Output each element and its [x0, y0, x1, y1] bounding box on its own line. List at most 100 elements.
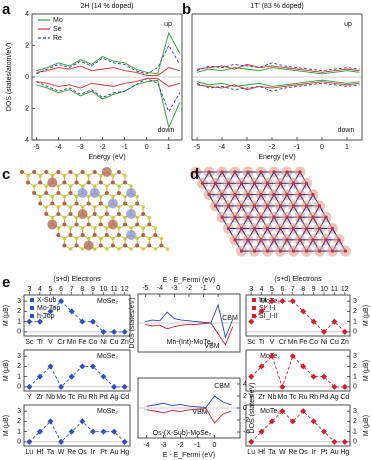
legend-marker: [252, 314, 256, 318]
x-tick-label: Pd: [320, 394, 329, 401]
x-tick-label: 1: [345, 144, 349, 151]
atom: [147, 222, 152, 227]
data-marker: [310, 373, 317, 380]
y-tick-label: 0: [243, 405, 247, 412]
compound-label: MoTe₂: [260, 408, 280, 415]
data-marker: [248, 318, 255, 325]
x-tick-label: -4: [55, 144, 61, 151]
data-line: [250, 410, 345, 443]
atom: [123, 201, 128, 206]
data-marker: [289, 418, 296, 425]
x-tick-label: Ti: [37, 339, 43, 346]
x-tick-label: Cd: [120, 394, 129, 401]
top-tick-label: 7: [291, 286, 295, 293]
data-line: [196, 81, 360, 91]
legend-label: X-Sub: [37, 297, 57, 304]
x-tick-label: Nb: [46, 394, 55, 401]
x-tick-label: Cu: [330, 339, 339, 346]
data-marker: [36, 318, 43, 325]
y-tick-label: 0: [353, 384, 357, 391]
data-marker: [331, 318, 338, 325]
y-tick-label: 1: [353, 373, 357, 380]
x-tick-label: W: [58, 449, 65, 456]
data-marker: [26, 383, 33, 390]
atom: [259, 170, 263, 174]
plot-frame: [245, 294, 351, 337]
x-tick-label: Hf: [258, 449, 265, 456]
atom: [291, 204, 296, 208]
atom: [304, 181, 309, 185]
atom: [200, 181, 205, 185]
top-tick-label: 9: [312, 286, 316, 293]
atom: [246, 170, 250, 174]
atom: [317, 226, 322, 231]
atom: [278, 204, 283, 208]
atom: [259, 193, 263, 197]
atom: [98, 201, 103, 206]
compound-label: MoSe₂: [97, 408, 118, 415]
compound-label: MoSe₂: [97, 353, 118, 360]
plot-frame: [245, 349, 351, 392]
data-marker: [341, 328, 348, 335]
x-tick-label: Rh: [309, 394, 318, 401]
x-tick-label: Co: [88, 339, 97, 346]
atom: [47, 177, 58, 188]
atom: [86, 222, 91, 227]
atom: [77, 209, 88, 219]
data-line: [145, 303, 234, 340]
atom: [32, 170, 37, 174]
y-tick-label: 2: [17, 418, 21, 425]
atom: [252, 249, 257, 253]
data-marker: [310, 318, 317, 325]
data-marker: [36, 428, 43, 435]
data-marker: [331, 438, 338, 445]
y-tick-label: 2: [17, 363, 21, 370]
atom: [278, 181, 283, 185]
x-tick-label: -3: [244, 144, 250, 151]
plot-frame: [245, 404, 351, 447]
y-tick-label: -2: [243, 417, 249, 424]
atom: [80, 170, 85, 174]
atom: [47, 219, 58, 230]
data-marker: [89, 428, 96, 435]
data-marker: [269, 418, 275, 425]
annotation: CBM: [214, 383, 230, 390]
data-marker: [68, 308, 75, 315]
data-marker: [300, 308, 307, 315]
x-tick-label: Ag: [110, 394, 119, 401]
x-tick-label: 0: [145, 144, 149, 151]
atom: [110, 180, 115, 185]
atom: [298, 238, 302, 242]
x-tick-label: Zn: [341, 339, 349, 346]
data-marker: [121, 383, 128, 390]
x-tick-label: Au: [110, 449, 119, 456]
x-tick-label: -5: [33, 144, 39, 151]
atom: [56, 191, 61, 195]
x-tick-label: Pt: [100, 449, 107, 456]
data-line: [196, 67, 360, 75]
x-tick-label: -4: [143, 442, 149, 449]
annotation: VBM: [204, 343, 219, 350]
x-tick-label: 1: [167, 144, 171, 151]
x-tick-label: Pt: [321, 449, 328, 456]
atom: [86, 201, 91, 206]
data-line: [250, 355, 345, 389]
atom: [265, 249, 270, 253]
atom: [68, 212, 73, 216]
x-axis-label: Energy (eV): [258, 154, 295, 161]
atom: [104, 212, 109, 216]
x-tick-label: Tc: [68, 394, 76, 401]
x-axis-label: Energy (eV): [88, 154, 125, 161]
atom: [116, 170, 121, 174]
legend-label: h-Top: [37, 313, 55, 320]
y-tick-label: 3: [353, 353, 357, 360]
data-line: [36, 79, 181, 129]
atom: [298, 215, 302, 219]
data-marker: [121, 328, 128, 335]
atom: [233, 170, 237, 174]
atom: [194, 170, 198, 174]
x-tick-label: -2: [99, 144, 105, 151]
compound-label: MoSe₂: [97, 298, 118, 305]
atom: [252, 204, 257, 208]
